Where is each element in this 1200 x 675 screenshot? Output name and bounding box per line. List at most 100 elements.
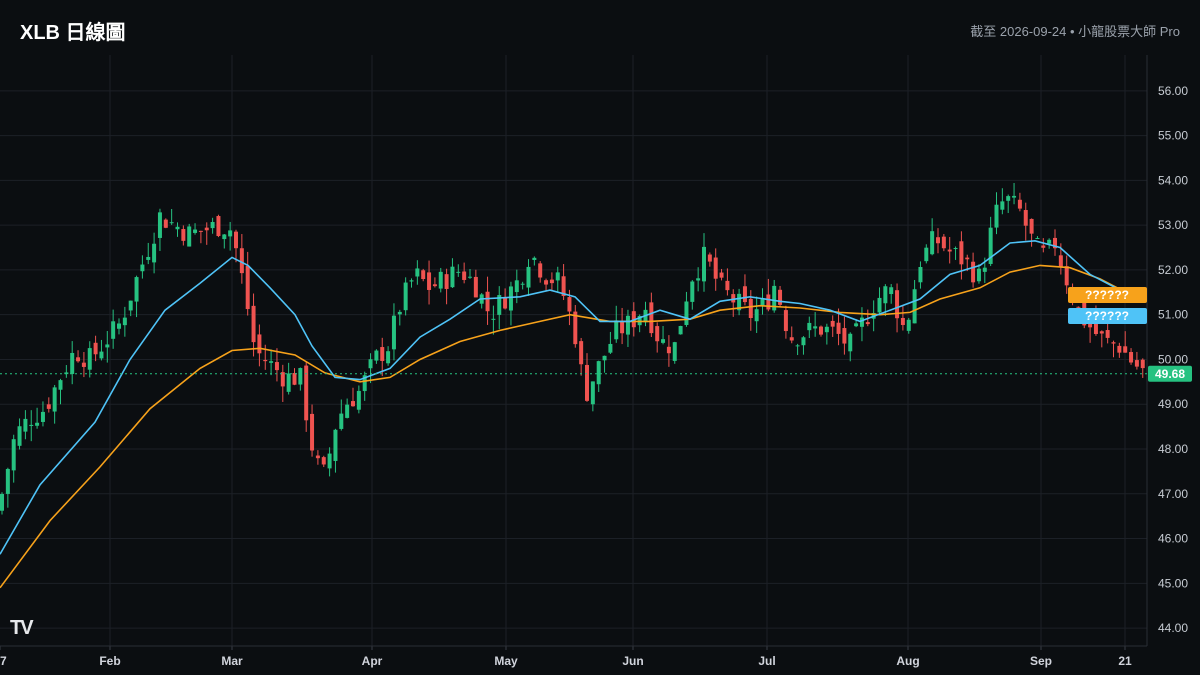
y-tick-label: 47.00 — [1158, 487, 1188, 501]
candle-body — [1041, 245, 1046, 248]
candle-body — [462, 271, 467, 280]
candle-body — [859, 317, 864, 327]
candle-body — [690, 281, 695, 302]
candle-body — [725, 280, 730, 291]
last-price-label: 49.68 — [1155, 367, 1185, 381]
candle-body — [397, 311, 402, 315]
candle-body — [269, 361, 274, 363]
candle-body — [713, 257, 718, 279]
candle-body — [748, 298, 753, 319]
candle-body — [356, 390, 361, 410]
candle-body — [924, 247, 929, 262]
candle-body — [520, 283, 525, 285]
candle-body — [737, 293, 742, 311]
candle-body — [807, 322, 812, 331]
candle-body — [614, 320, 619, 340]
tradingview-logo-text: TV — [10, 617, 34, 639]
candle-body — [58, 380, 63, 390]
candle-body — [532, 257, 537, 261]
candle-body — [1017, 199, 1022, 209]
candle-body — [918, 266, 923, 283]
candle-body — [391, 315, 396, 350]
candle-body — [134, 277, 139, 302]
candle-body — [93, 342, 98, 355]
y-tick-label: 54.00 — [1158, 173, 1188, 187]
candle-body — [783, 310, 788, 332]
candle-body — [649, 302, 654, 334]
candle-body — [585, 364, 589, 401]
ma-blue-tag-label: ?????? — [1085, 309, 1129, 323]
candle-body — [1023, 210, 1028, 226]
ma-blue-line — [0, 239, 1141, 555]
candle-body — [380, 347, 385, 361]
candle-body — [444, 274, 449, 289]
candle-body — [778, 289, 783, 305]
x-tick-label: Jun — [622, 654, 643, 668]
candle-body — [175, 226, 180, 230]
candle-body — [491, 318, 496, 320]
candle-body — [368, 359, 373, 369]
candle-body — [280, 372, 285, 387]
candle-body — [503, 298, 508, 309]
y-tick-label: 44.00 — [1158, 621, 1188, 635]
candle-body — [187, 226, 192, 247]
candle-body — [772, 285, 777, 311]
y-tick-label: 56.00 — [1158, 84, 1188, 98]
candle-body — [795, 345, 800, 347]
candle-body — [666, 346, 671, 354]
candle-body — [965, 257, 970, 260]
candle-body — [561, 276, 566, 297]
y-tick-label: 46.00 — [1158, 532, 1188, 546]
candle-body — [29, 424, 34, 426]
candle-body — [672, 342, 677, 361]
candle-body — [310, 413, 315, 451]
candle-body — [409, 280, 414, 282]
candle-body — [204, 227, 209, 231]
candle-body — [374, 350, 379, 361]
candle-body — [760, 298, 765, 306]
candle-body — [327, 453, 332, 469]
chart-title: XLB 日線圖 — [20, 22, 126, 44]
candle-body — [590, 381, 595, 405]
candle-body — [1099, 331, 1104, 334]
y-tick-label: 50.00 — [1158, 352, 1188, 366]
candle-body — [1088, 321, 1093, 328]
candle-body — [1058, 255, 1063, 267]
candle-body — [234, 231, 238, 249]
candle-body — [163, 219, 168, 228]
y-tick-label: 45.00 — [1158, 576, 1188, 590]
candle-body — [895, 290, 900, 319]
candle-body — [1111, 342, 1116, 344]
candle-body — [23, 418, 28, 432]
candle-body — [947, 249, 952, 252]
candle-body — [854, 323, 859, 327]
candle-body — [602, 355, 607, 361]
candle-body — [906, 319, 911, 331]
candle-body — [707, 254, 712, 262]
x-tick-label: May — [494, 654, 518, 668]
candle-body — [877, 297, 882, 313]
candle-body — [830, 320, 835, 327]
candle-body — [754, 309, 759, 322]
candle-body — [1035, 238, 1040, 240]
candle-body — [456, 271, 461, 273]
candle-body — [403, 282, 408, 311]
candle-body — [181, 229, 186, 241]
chart-subtitle: 截至 2026-09-24 • 小龍股票大師 Pro — [970, 24, 1180, 39]
candle-body — [117, 323, 121, 329]
x-tick-label: Aug — [896, 654, 919, 668]
candle-body — [514, 280, 519, 293]
candle-body — [1000, 201, 1005, 210]
candle-body — [994, 204, 999, 228]
candle-body — [1140, 359, 1145, 369]
candle-body — [52, 387, 57, 412]
candle-body — [210, 222, 215, 229]
candle-body — [386, 351, 391, 364]
candle-body — [976, 268, 981, 282]
candle-body — [1006, 196, 1011, 201]
candle-body — [216, 216, 221, 237]
candle-body — [421, 270, 426, 280]
candle-body — [286, 373, 291, 392]
candle-body — [661, 339, 666, 343]
